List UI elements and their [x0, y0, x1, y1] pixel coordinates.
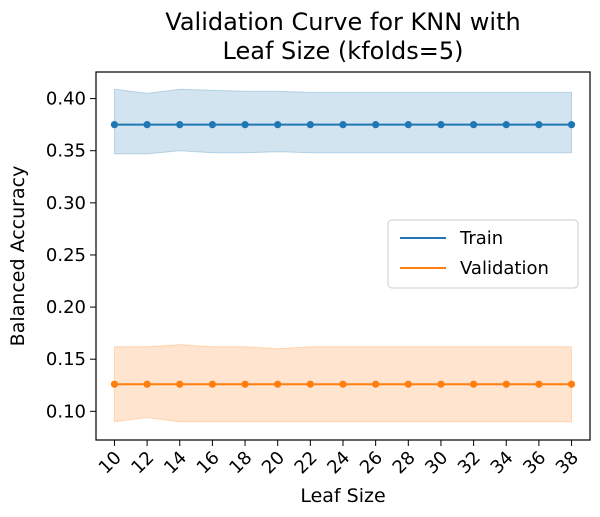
- point-train: [470, 121, 478, 129]
- point-train: [110, 121, 119, 129]
- legend: Train Validation: [387, 219, 579, 289]
- point-validation: [143, 380, 151, 388]
- point-validation: [535, 380, 543, 388]
- point-validation: [274, 380, 282, 388]
- point-validation: [470, 380, 478, 388]
- x-tick-label: 34: [487, 447, 518, 478]
- x-axis-label: Leaf Size: [300, 485, 385, 507]
- x-tick-label: 12: [127, 447, 158, 478]
- y-tick-label: 0.20: [46, 297, 86, 318]
- point-train: [535, 121, 543, 129]
- legend-label-train: Train: [459, 228, 503, 249]
- x-tick-label: 38: [552, 447, 583, 478]
- x-tick-label: 26: [356, 447, 387, 478]
- y-axis: 0.10 0.15 0.20 0.25 0.30 0.35 0.40: [46, 89, 96, 422]
- point-validation: [372, 380, 380, 388]
- x-tick-label: 36: [519, 447, 550, 478]
- x-tick-label: 18: [225, 447, 256, 478]
- x-tick-label: 10: [95, 447, 126, 478]
- point-train: [306, 121, 314, 129]
- legend-label-validation: Validation: [460, 258, 549, 279]
- point-train: [437, 121, 445, 129]
- y-tick-label: 0.40: [46, 89, 86, 110]
- y-tick-label: 0.35: [46, 141, 86, 162]
- y-axis-label: Balanced Accuracy: [7, 166, 29, 347]
- x-tick-label: 30: [421, 447, 452, 478]
- point-train: [143, 121, 151, 129]
- y-tick-label: 0.25: [46, 245, 86, 266]
- x-tick-label: 32: [454, 447, 485, 478]
- point-train: [502, 121, 510, 129]
- point-train: [372, 121, 380, 129]
- x-tick-label: 22: [291, 447, 322, 478]
- point-train: [567, 121, 576, 129]
- point-train: [241, 121, 249, 129]
- point-validation: [208, 380, 216, 388]
- point-train: [404, 121, 412, 129]
- point-validation: [437, 380, 445, 388]
- x-tick-label: 14: [160, 447, 191, 478]
- point-train: [208, 121, 216, 129]
- y-tick-label: 0.15: [46, 349, 86, 370]
- point-validation: [404, 380, 412, 388]
- y-tick-label: 0.10: [46, 401, 86, 422]
- point-validation: [502, 380, 510, 388]
- x-axis: 10 12 14 16 18 20 22 24 26 28 30 32 34 36 38: [95, 440, 583, 478]
- point-validation: [339, 380, 347, 388]
- x-tick-label: 20: [258, 447, 289, 478]
- point-train: [339, 121, 347, 129]
- chart-title-line-1: Validation Curve for KNN with: [165, 8, 520, 36]
- point-validation: [306, 380, 314, 388]
- point-train: [176, 121, 184, 129]
- x-tick-label: 24: [323, 447, 354, 478]
- point-validation: [176, 380, 184, 388]
- point-train: [274, 121, 282, 129]
- chart-title-line-2: Leaf Size (kfolds=5): [223, 37, 464, 65]
- point-validation: [567, 380, 576, 388]
- x-tick-label: 16: [193, 447, 224, 478]
- plot-area: [110, 88, 576, 423]
- point-validation: [110, 380, 119, 388]
- x-tick-label: 28: [389, 447, 420, 478]
- y-tick-label: 0.30: [46, 193, 86, 214]
- point-validation: [241, 380, 249, 388]
